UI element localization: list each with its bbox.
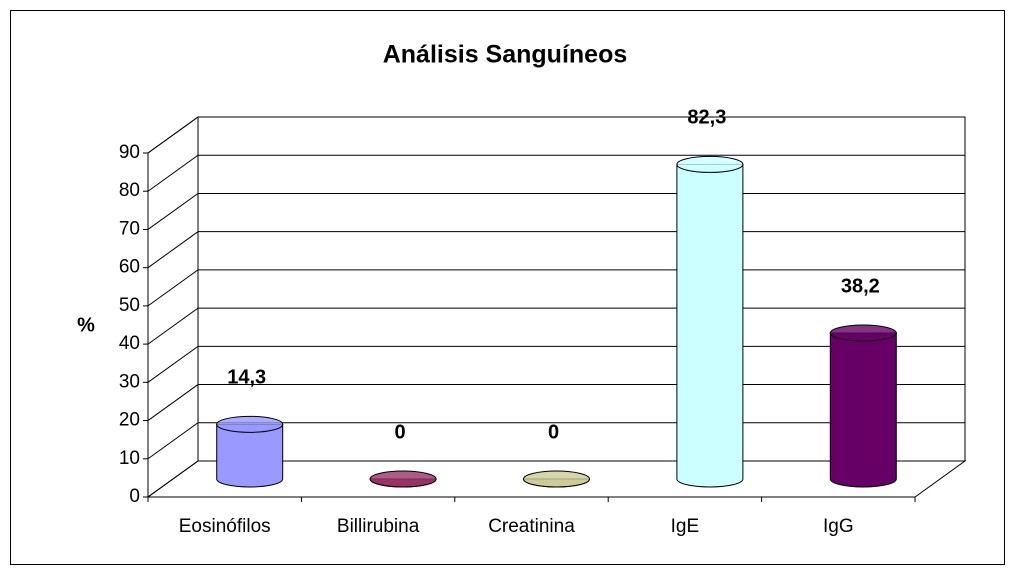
bar-top (829, 324, 897, 342)
x-tick-label: Eosinófilos (179, 516, 271, 537)
y-tick-label: 0 (129, 486, 140, 507)
bar-top (216, 415, 284, 433)
value-label: 14,3 (227, 367, 266, 389)
x-tick-label: IgG (823, 516, 854, 537)
y-tick-label: 10 (119, 448, 140, 469)
bar (829, 332, 897, 488)
y-tick-label: 90 (119, 142, 140, 163)
y-tick-label: 60 (119, 257, 140, 278)
bar-top (369, 470, 437, 488)
value-label: 38,2 (841, 275, 880, 297)
y-tick-label: 70 (119, 218, 140, 239)
bar-top (523, 470, 590, 488)
y-tick-label: 30 (119, 371, 140, 392)
y-axis-label: % (77, 314, 95, 336)
grid-line (147, 154, 965, 192)
value-label: 82,3 (687, 107, 726, 129)
x-tick-label: Creatinina (488, 516, 575, 537)
y-tick-label: 80 (119, 180, 140, 201)
x-tick-label: Billirubina (337, 516, 420, 537)
bar (216, 423, 284, 488)
y-tick-label: 20 (119, 410, 140, 431)
value-label: 0 (395, 421, 406, 443)
side-wall (147, 116, 199, 498)
bar-top (676, 155, 744, 173)
grid-line (147, 116, 965, 154)
chart-title: Análisis Sanguíneos (383, 41, 628, 69)
y-tick-label: 50 (119, 295, 140, 316)
bar (676, 163, 744, 488)
value-label: 0 (548, 421, 559, 443)
y-tick-label: 40 (119, 333, 140, 354)
x-tick-label: IgE (671, 516, 700, 537)
